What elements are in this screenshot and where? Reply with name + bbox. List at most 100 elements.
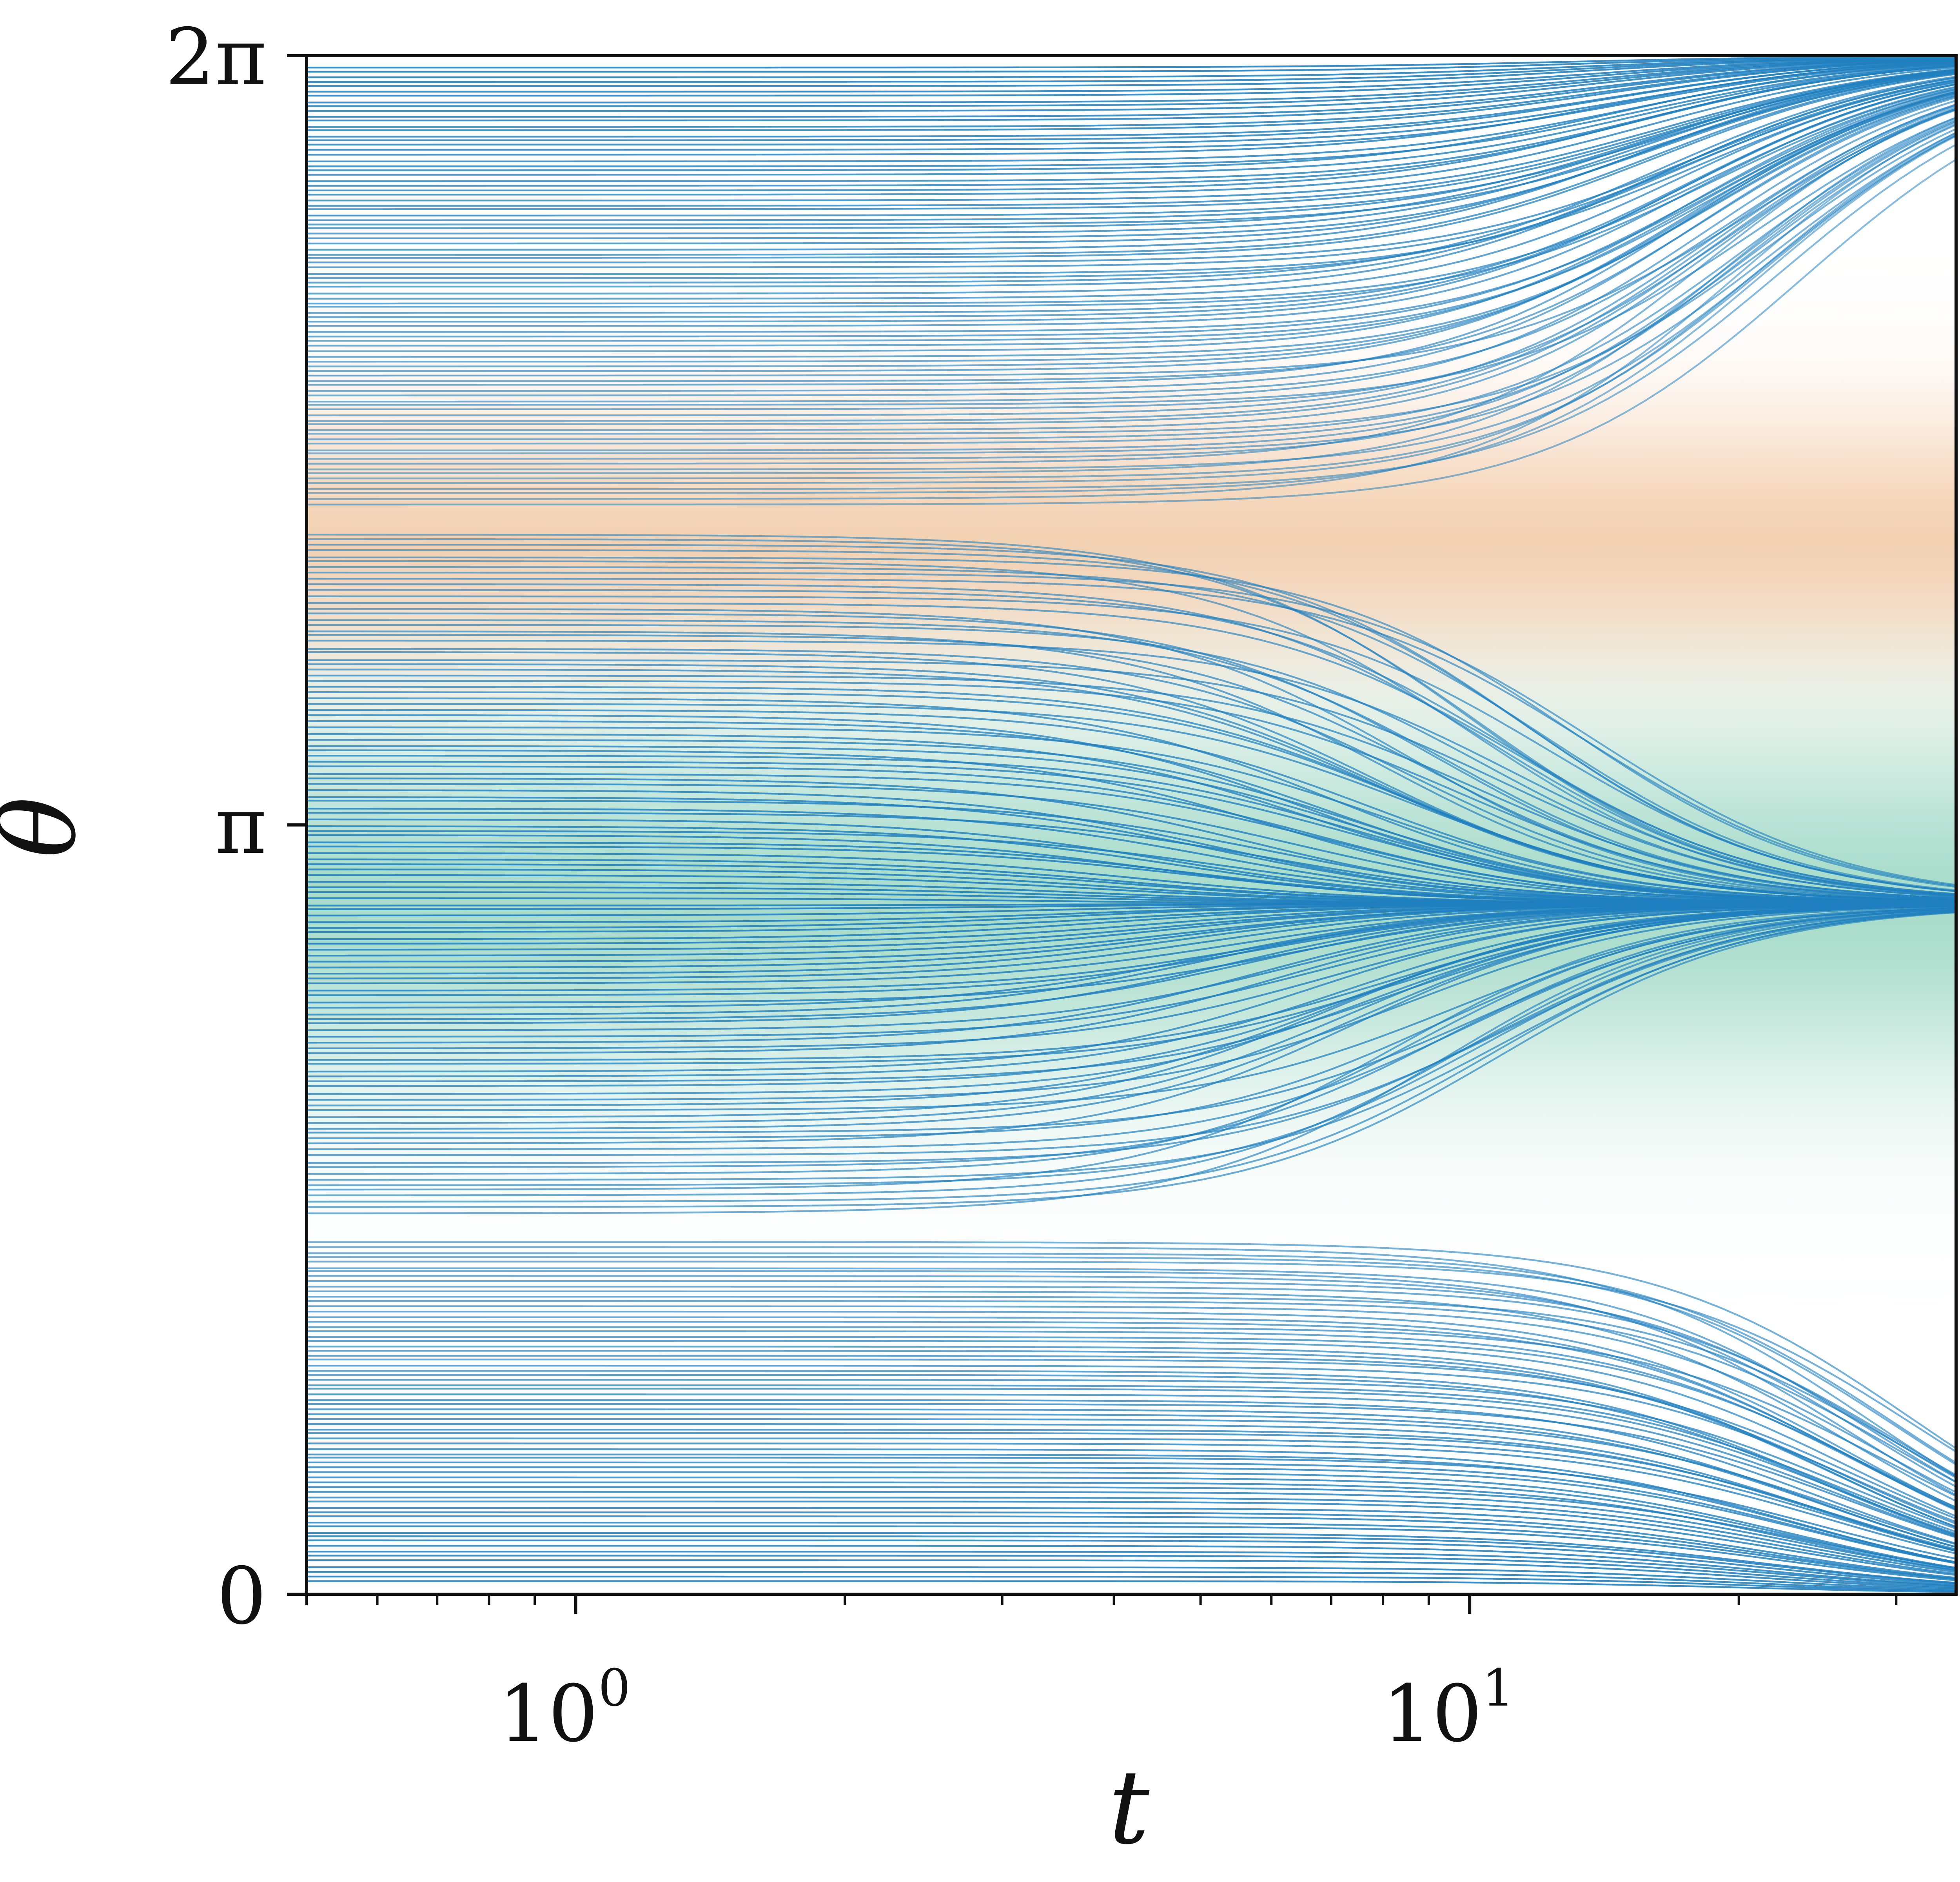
trajectory-top-63	[307, 66, 1956, 196]
trajectory-top-47	[307, 81, 1956, 275]
trajectory-bottom-14	[307, 1511, 1956, 1579]
trajectory-top-2	[307, 135, 1956, 494]
trajectory-bottom-57	[307, 1300, 1956, 1483]
trajectory-bottom-53	[307, 1321, 1956, 1510]
trajectory-top-32	[307, 91, 1956, 347]
trajectory-top-60	[307, 69, 1956, 210]
trajectory-top-18	[307, 103, 1956, 416]
x-tick-label-1: 101	[1382, 1658, 1514, 1760]
trajectory-top-30	[307, 94, 1956, 358]
trajectory-middle-78	[307, 765, 1956, 904]
series-layer	[307, 56, 1956, 1593]
trajectory-middle-23	[307, 905, 1956, 1083]
trajectory-top-84	[307, 57, 1956, 93]
trajectory-top-51	[307, 73, 1956, 256]
trajectory-bottom-35	[307, 1408, 1956, 1548]
trajectory-top-13	[307, 118, 1956, 440]
trajectory-top-75	[307, 60, 1956, 138]
trajectory-bottom-11	[307, 1525, 1956, 1581]
trajectory-bottom-51	[307, 1330, 1956, 1510]
trajectory-middle-105	[307, 612, 1956, 899]
trajectory-bottom-61	[307, 1280, 1956, 1479]
trajectory-middle-13	[307, 907, 1956, 1139]
trajectory-middle-98	[307, 651, 1956, 902]
trajectory-bottom-64	[307, 1267, 1956, 1483]
trajectory-top-66	[307, 65, 1956, 182]
trajectory-top-7	[307, 134, 1956, 470]
trajectory-bottom-6	[307, 1551, 1956, 1587]
trajectory-top-38	[307, 83, 1956, 318]
trajectory-top-54	[307, 71, 1956, 239]
trajectory-bottom-36	[307, 1403, 1956, 1539]
trajectory-bottom-18	[307, 1491, 1956, 1571]
trajectory-middle-14	[307, 908, 1956, 1134]
trajectory-bottom-29	[307, 1437, 1956, 1552]
trajectory-top-78	[307, 59, 1956, 122]
trajectory-top-27	[307, 91, 1956, 372]
trajectory-top-22	[307, 104, 1956, 396]
trajectory-bottom-4	[307, 1559, 1956, 1590]
trajectory-bottom-28	[307, 1442, 1956, 1555]
trajectory-bottom-7	[307, 1545, 1956, 1587]
trajectory-middle-119	[307, 534, 1956, 896]
trajectory-top-61	[307, 69, 1956, 207]
trajectory-middle-102	[307, 630, 1956, 901]
trajectory-bottom-15	[307, 1507, 1956, 1576]
trajectory-top-69	[307, 64, 1956, 167]
trajectory-middle-18	[307, 907, 1956, 1111]
trajectory-top-57	[307, 72, 1956, 225]
trajectory-top-73	[307, 61, 1956, 146]
trajectory-bottom-66	[307, 1256, 1956, 1466]
trajectory-bottom-21	[307, 1476, 1956, 1570]
x-axis-ticks	[305, 1594, 1898, 1614]
trajectory-top-25	[307, 96, 1956, 382]
trajectory-middle-3	[307, 909, 1956, 1196]
trajectory-bottom-16	[307, 1501, 1956, 1575]
trajectory-top-86	[307, 56, 1956, 83]
trajectory-top-10	[307, 132, 1956, 454]
trajectory-bottom-69	[307, 1241, 1956, 1450]
trajectory-bottom-59	[307, 1290, 1956, 1502]
trajectory-bottom-20	[307, 1481, 1956, 1571]
x-axis-label: t	[1109, 1749, 1150, 1867]
trajectory-middle-1	[307, 911, 1956, 1208]
trajectory-bottom-13	[307, 1515, 1956, 1580]
trajectory-middle-101	[307, 634, 1956, 900]
y-tick-label-0: 0	[217, 1551, 267, 1642]
trajectory-bottom-10	[307, 1532, 1956, 1584]
trajectory-middle-88	[307, 709, 1956, 903]
trajectory-top-89	[307, 56, 1956, 69]
trajectory-middle-97	[307, 659, 1956, 897]
y-axis-ticks	[287, 54, 307, 1596]
trajectory-middle-115	[307, 556, 1956, 888]
trajectory-top-67	[307, 64, 1956, 176]
trajectory-top-40	[307, 88, 1956, 308]
trajectory-middle-109	[307, 589, 1956, 895]
trajectory-bottom-55	[307, 1310, 1956, 1509]
trajectory-top-20	[307, 116, 1956, 406]
trajectory-middle-90	[307, 697, 1956, 903]
trajectory-middle-27	[307, 905, 1956, 1061]
trajectory-middle-87	[307, 714, 1956, 903]
trajectory-top-79	[307, 58, 1956, 118]
trajectory-middle-37	[307, 903, 1956, 1004]
trajectory-top-72	[307, 62, 1956, 151]
trajectory-top-34	[307, 90, 1956, 338]
trajectory-bottom-9	[307, 1535, 1956, 1584]
trajectory-top-53	[307, 71, 1956, 245]
trajectory-middle-29	[307, 904, 1956, 1049]
trajectory-top-81	[307, 58, 1956, 107]
trajectory-middle-112	[307, 572, 1956, 886]
trajectory-bottom-8	[307, 1539, 1956, 1586]
trajectory-middle-104	[307, 619, 1956, 899]
trajectory-bottom-27	[307, 1448, 1956, 1563]
trajectory-top-4	[307, 132, 1956, 484]
trajectory-top-28	[307, 92, 1956, 367]
trajectory-top-55	[307, 69, 1956, 234]
trajectory-top-8	[307, 107, 1956, 465]
trajectory-middle-117	[307, 543, 1956, 892]
trajectory-top-12	[307, 124, 1956, 445]
trajectory-top-88	[307, 56, 1956, 73]
trajectory-bottom-32	[307, 1423, 1956, 1552]
